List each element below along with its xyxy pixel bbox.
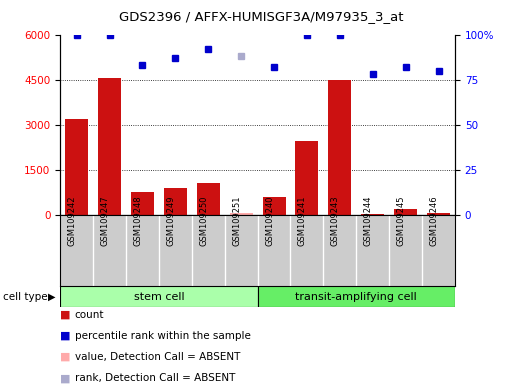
Text: GSM109242: GSM109242 bbox=[67, 195, 76, 246]
Text: GSM109247: GSM109247 bbox=[100, 195, 109, 246]
Text: ■: ■ bbox=[60, 373, 71, 383]
Text: GSM109249: GSM109249 bbox=[166, 195, 175, 246]
Text: percentile rank within the sample: percentile rank within the sample bbox=[75, 331, 251, 341]
Bar bbox=[131, 192, 154, 215]
Text: ▶: ▶ bbox=[48, 291, 55, 302]
Text: stem cell: stem cell bbox=[133, 291, 184, 302]
Bar bbox=[230, 213, 253, 215]
Text: GSM109246: GSM109246 bbox=[429, 195, 439, 246]
Text: GSM109241: GSM109241 bbox=[298, 195, 307, 246]
Bar bbox=[98, 78, 121, 215]
Bar bbox=[328, 80, 351, 215]
Text: rank, Detection Call = ABSENT: rank, Detection Call = ABSENT bbox=[75, 373, 235, 383]
Text: GSM109250: GSM109250 bbox=[199, 195, 208, 246]
Text: cell type: cell type bbox=[3, 291, 47, 302]
Text: GSM109248: GSM109248 bbox=[133, 195, 142, 246]
Bar bbox=[361, 214, 384, 215]
Text: GSM109240: GSM109240 bbox=[265, 195, 274, 246]
Text: value, Detection Call = ABSENT: value, Detection Call = ABSENT bbox=[75, 352, 240, 362]
Text: ■: ■ bbox=[60, 310, 71, 320]
Text: ■: ■ bbox=[60, 352, 71, 362]
Text: GDS2396 / AFFX-HUMISGF3A/M97935_3_at: GDS2396 / AFFX-HUMISGF3A/M97935_3_at bbox=[119, 10, 404, 23]
Text: GSM109245: GSM109245 bbox=[396, 195, 406, 246]
Bar bbox=[263, 197, 286, 215]
Bar bbox=[427, 213, 450, 215]
Text: GSM109243: GSM109243 bbox=[331, 195, 340, 246]
Bar bbox=[60, 286, 257, 307]
Text: ■: ■ bbox=[60, 331, 71, 341]
Text: transit-amplifying cell: transit-amplifying cell bbox=[295, 291, 417, 302]
Bar bbox=[65, 119, 88, 215]
Bar bbox=[295, 141, 319, 215]
Bar bbox=[257, 286, 455, 307]
Text: GSM109244: GSM109244 bbox=[363, 195, 373, 246]
Bar bbox=[164, 188, 187, 215]
Bar bbox=[394, 209, 417, 215]
Text: count: count bbox=[75, 310, 104, 320]
Text: GSM109251: GSM109251 bbox=[232, 195, 241, 246]
Bar bbox=[197, 184, 220, 215]
